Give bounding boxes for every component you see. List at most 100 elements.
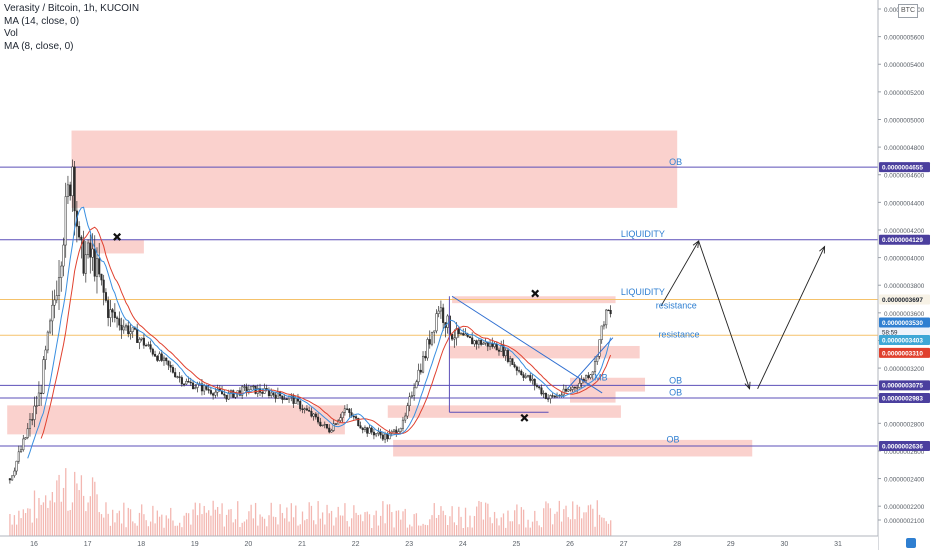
volume-bar — [507, 510, 509, 536]
volume-bar — [82, 495, 85, 536]
candle — [178, 376, 181, 378]
volume-bar — [326, 504, 328, 536]
volume-bar — [105, 502, 107, 536]
volume-bar — [94, 481, 96, 536]
volume-bar — [71, 502, 74, 536]
candle — [464, 333, 467, 336]
candle — [104, 292, 107, 301]
volume-bar — [74, 471, 76, 536]
volume-bar — [518, 524, 520, 536]
candle — [136, 329, 139, 343]
volume-bar — [194, 502, 196, 536]
candle — [107, 300, 110, 318]
volume-bar — [237, 501, 239, 536]
candle — [323, 424, 326, 426]
candle — [500, 344, 503, 352]
volume-bar — [228, 509, 230, 536]
candle — [497, 349, 501, 352]
volume-bar — [384, 523, 386, 536]
volume-bar — [549, 508, 552, 536]
volume-bar — [543, 508, 545, 536]
volume-bar — [324, 524, 326, 536]
candle — [200, 383, 203, 392]
candle — [551, 395, 554, 397]
volume-bar — [78, 490, 80, 536]
y-tick-label: 0.0000002100 — [884, 518, 925, 525]
candle — [526, 375, 530, 377]
candle — [308, 410, 311, 412]
candle — [113, 311, 116, 318]
x-tick-label: 31 — [834, 541, 842, 548]
volume-bar — [42, 502, 45, 536]
candle — [553, 395, 556, 398]
volume-bar — [89, 496, 91, 536]
volume-bar — [473, 515, 476, 536]
volume-bar — [221, 503, 223, 536]
volume-bar — [123, 502, 125, 536]
volume-bar — [397, 510, 400, 536]
candle — [560, 394, 563, 397]
zone-rect-4 — [449, 345, 640, 359]
volume-bar — [567, 517, 569, 536]
y-tick-label: 0.0000005400 — [884, 62, 925, 69]
volume-bar — [610, 520, 612, 536]
candle — [24, 437, 27, 440]
volume-bar — [388, 504, 391, 536]
candle — [212, 393, 215, 396]
volume-bar — [460, 516, 462, 536]
candle — [375, 433, 378, 436]
volume-bar — [212, 500, 214, 536]
volume-bar — [208, 510, 210, 536]
volume-bar — [143, 514, 145, 536]
candle — [281, 395, 284, 400]
volume-bar — [330, 510, 333, 536]
volume-bar — [158, 516, 161, 536]
volume-bar — [516, 504, 518, 536]
volume-bar — [210, 515, 212, 536]
volume-bar — [170, 507, 172, 536]
volume-bar — [565, 505, 567, 536]
candle — [589, 374, 592, 378]
level-price-tag: 0.0000003697 — [882, 297, 923, 304]
candle — [359, 425, 362, 429]
candle — [430, 331, 434, 345]
volume-bar — [572, 501, 574, 536]
candle — [480, 340, 483, 345]
volume-bar — [429, 519, 431, 536]
candle — [28, 419, 32, 429]
candle — [576, 387, 579, 389]
candle — [564, 388, 568, 392]
level-price-tag-bg — [879, 234, 930, 245]
y-tick-label: 0.0000004000 — [884, 256, 925, 263]
candle — [294, 398, 297, 404]
volume-bar — [152, 505, 154, 536]
volume-bar — [319, 518, 322, 536]
candle — [194, 387, 197, 390]
volume-bar — [112, 509, 114, 536]
volume-bar — [22, 509, 24, 536]
volume-bar — [120, 523, 123, 536]
currency-label[interactable]: BTC — [898, 4, 918, 18]
volume-bar — [451, 506, 453, 536]
y-tick-label: 0.0000002400 — [884, 477, 925, 484]
volume-bar — [257, 525, 259, 536]
candle — [138, 339, 141, 343]
current-price-tag: 0.0000003530 — [882, 320, 923, 327]
annotation-label: LIQUIDITY — [621, 287, 665, 297]
cross-mark — [531, 289, 540, 298]
volume-bar — [243, 521, 246, 536]
volume-bar — [301, 511, 304, 536]
volume-bar — [529, 527, 531, 536]
cross-mark — [113, 232, 122, 241]
x-tick-label: 24 — [459, 541, 467, 548]
current-price-tag-sub-bg — [879, 327, 930, 337]
volume-bar — [371, 527, 373, 536]
volume-bar — [339, 515, 342, 536]
volume-bar — [179, 522, 181, 536]
volume-bar — [279, 504, 281, 536]
candle — [241, 386, 244, 396]
candle — [506, 350, 509, 362]
candle — [185, 381, 188, 385]
